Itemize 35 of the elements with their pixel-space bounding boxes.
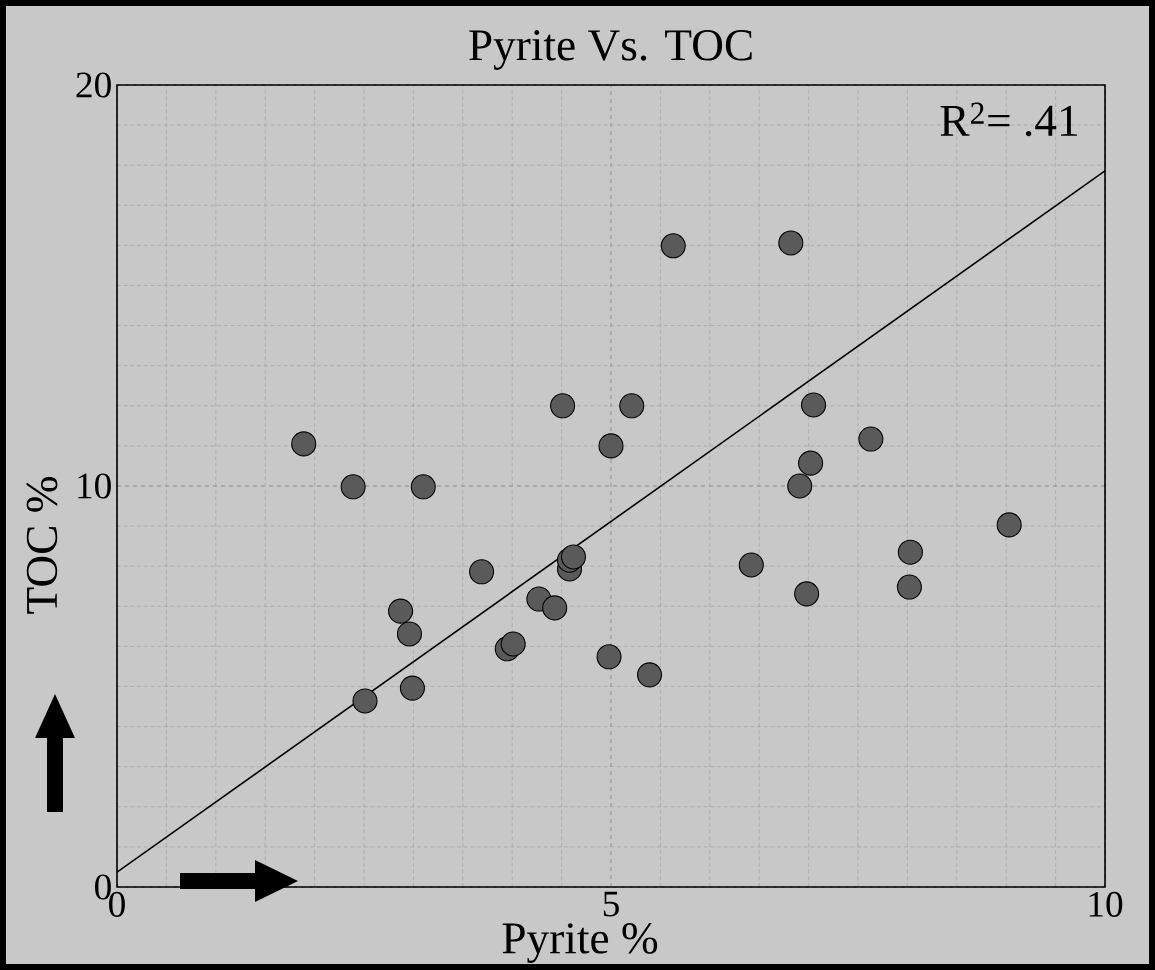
point (542, 595, 568, 621)
point (500, 631, 526, 657)
point (619, 393, 645, 419)
point (801, 392, 827, 418)
point (598, 433, 624, 459)
x-axis-title: Pyrite % (502, 923, 658, 963)
point (897, 539, 923, 565)
point (778, 230, 804, 256)
point (896, 574, 922, 600)
x-tick-label: 10 (1089, 891, 1123, 917)
point (596, 644, 622, 670)
point (469, 559, 495, 585)
point (858, 426, 884, 452)
chart-title: Pyrite Vs. TOC (469, 30, 752, 70)
point (794, 581, 820, 607)
y-axis-title: TOC % (26, 477, 58, 614)
point (396, 621, 422, 647)
y-tick-label: 10 (78, 473, 111, 499)
point (410, 474, 436, 500)
point (388, 598, 414, 624)
y-tick-label: 0 (95, 874, 111, 900)
point (787, 473, 813, 499)
y-tick-label: 20 (76, 72, 111, 98)
point (996, 512, 1022, 538)
x-tick-label: 5 (603, 891, 619, 917)
point (550, 393, 576, 419)
point (637, 662, 663, 688)
point (291, 431, 317, 457)
point (340, 474, 366, 500)
point (352, 688, 378, 714)
point (798, 450, 824, 476)
point (660, 233, 686, 259)
point (399, 675, 425, 701)
point (738, 552, 764, 578)
annotation: R$^{2}$= .41 (940, 102, 1077, 137)
